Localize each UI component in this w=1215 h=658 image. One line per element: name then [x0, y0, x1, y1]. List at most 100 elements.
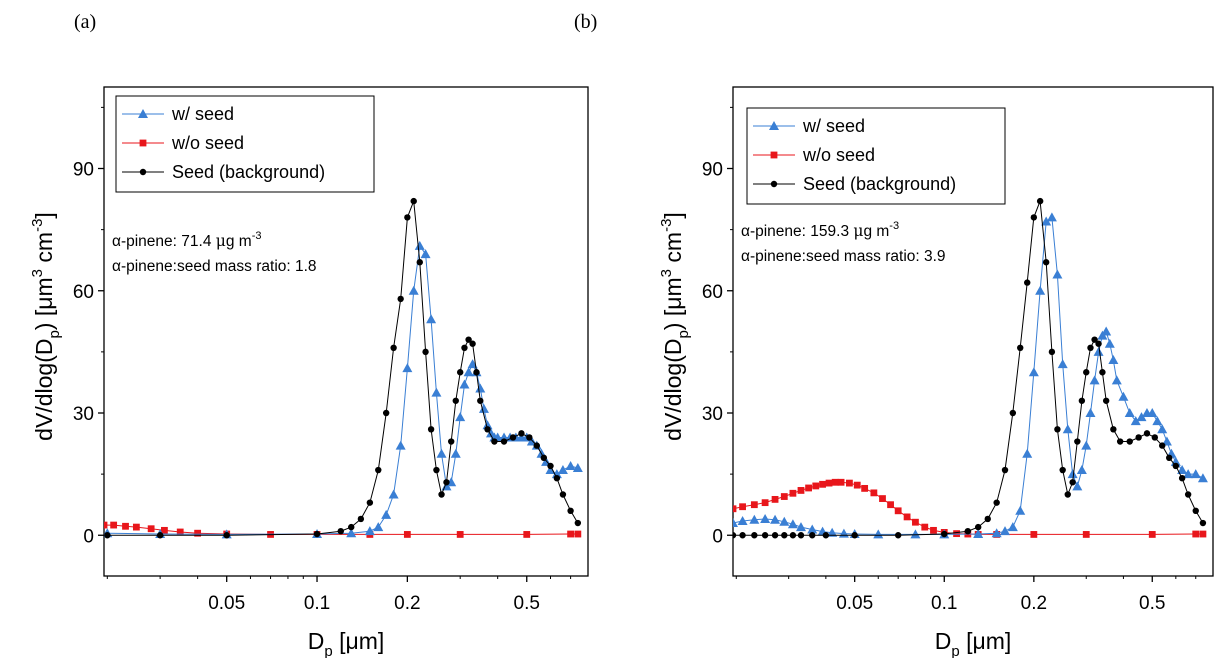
x-axis-title-main: D	[308, 628, 325, 654]
data-point	[846, 479, 853, 487]
data-point	[964, 527, 972, 535]
data-point	[827, 527, 838, 537]
data-point	[739, 503, 746, 511]
x-tick-label: 0.05	[208, 593, 245, 614]
data-point	[1165, 454, 1173, 462]
data-point	[122, 522, 129, 530]
data-point	[381, 509, 392, 519]
annotation-mu: μ	[853, 222, 863, 240]
data-point	[1082, 531, 1090, 538]
legend-box	[115, 95, 375, 193]
data-point	[574, 530, 582, 538]
data-point	[973, 529, 984, 539]
data-point	[1015, 505, 1026, 515]
plot-area	[104, 197, 583, 539]
data-point	[1093, 346, 1104, 356]
annotation: α-pinene:seed mass ratio: 3.9	[741, 248, 946, 265]
data-point	[1192, 530, 1200, 538]
data-point	[403, 531, 411, 538]
data-point	[770, 514, 781, 524]
data-point	[1151, 434, 1159, 441]
data-point	[1110, 426, 1117, 433]
x-tick-label: 0.1	[304, 593, 330, 614]
annotation-text: g m	[863, 223, 889, 240]
data-point	[523, 531, 531, 538]
annotation-text: α-pinene:seed mass ratio: 1.8	[112, 258, 317, 275]
x-tick-label: 0.2	[394, 593, 420, 614]
legend-label: w/o seed	[802, 145, 875, 165]
data-point	[771, 532, 779, 539]
y-tick-label: 30	[702, 404, 723, 425]
annotation-text: α-pinene: 159.3	[741, 223, 853, 240]
data-point	[132, 523, 140, 531]
x-tick-label: 0.5	[1139, 593, 1165, 614]
data-point	[1089, 375, 1100, 385]
data-point	[408, 285, 419, 295]
y-axis-title-cm: cm	[31, 232, 57, 269]
panel-label: (a)	[74, 11, 96, 33]
data-point	[851, 532, 858, 539]
data-point	[789, 532, 797, 539]
y-axis-title-sub: p	[675, 330, 692, 338]
data-point	[1091, 336, 1098, 343]
data-point	[1076, 465, 1087, 475]
series-line	[107, 200, 579, 536]
data-point	[780, 493, 788, 500]
y-tick-label: 90	[73, 160, 94, 181]
data-point	[1183, 469, 1194, 479]
x-axis-title-unit: [μm]	[960, 628, 1012, 654]
data-point	[572, 463, 583, 473]
series-circle	[104, 197, 582, 539]
data-point	[837, 478, 845, 486]
data-point	[1041, 216, 1052, 226]
data-point	[402, 363, 413, 373]
data-point	[1161, 436, 1172, 446]
data-point	[559, 491, 567, 498]
legend-label: w/ seed	[171, 104, 234, 124]
data-point	[390, 344, 397, 351]
data-point	[463, 367, 474, 377]
annotation-sup: -3	[889, 220, 899, 232]
data-point	[431, 387, 442, 397]
annotation-text: g m	[226, 233, 252, 250]
y-axis-title-sup: -3	[29, 219, 46, 232]
data-point	[450, 448, 461, 458]
y-axis-title-mid: ) [μm	[31, 277, 57, 330]
data-point	[894, 507, 902, 515]
data-point	[427, 426, 435, 433]
data-point	[348, 523, 355, 531]
data-point	[912, 518, 919, 526]
data-point	[761, 532, 769, 539]
legend-label: w/ seed	[802, 116, 865, 136]
y-axis-title-sup: 3	[658, 269, 675, 277]
annotation-sup: -3	[252, 230, 262, 242]
data-point	[887, 501, 894, 509]
data-point	[797, 487, 805, 494]
data-point	[733, 518, 738, 528]
data-point	[853, 481, 861, 489]
data-point	[509, 434, 517, 441]
data-point	[1007, 522, 1018, 532]
data-point	[953, 530, 960, 538]
y-axis-title-close: ]	[660, 212, 686, 218]
data-point	[223, 532, 230, 539]
data-point	[1052, 269, 1063, 279]
data-point	[921, 523, 929, 531]
data-point	[422, 348, 429, 356]
y-tick-label: 90	[702, 160, 723, 181]
data-point	[110, 521, 118, 529]
data-point	[482, 420, 493, 430]
data-point	[1199, 519, 1207, 527]
data-point	[1009, 409, 1017, 417]
data-point	[910, 529, 921, 539]
data-point	[1035, 285, 1046, 295]
data-point	[760, 513, 771, 523]
data-point	[1095, 340, 1102, 347]
legend-marker	[138, 109, 148, 118]
data-point	[547, 462, 554, 470]
data-point	[1074, 438, 1081, 445]
x-tick-label: 0.5	[514, 593, 540, 614]
y-tick-label: 60	[702, 282, 723, 303]
data-point	[861, 484, 869, 492]
legend-box	[746, 107, 1006, 205]
